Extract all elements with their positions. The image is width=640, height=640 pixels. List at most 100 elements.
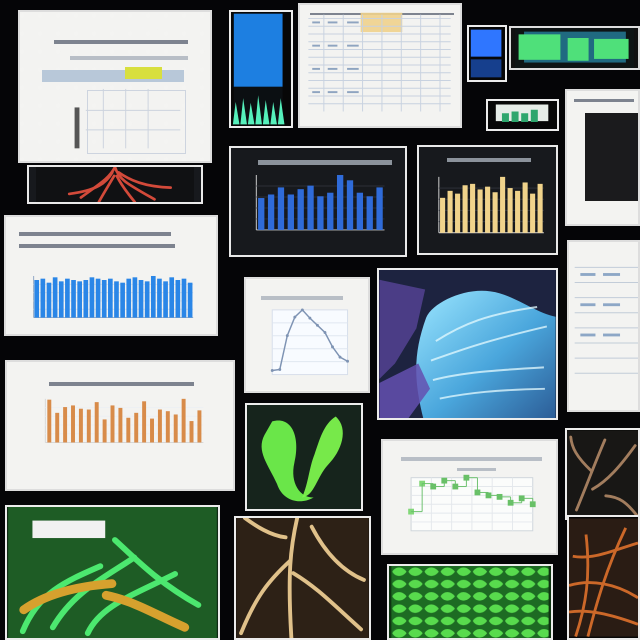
bottom-green-plant-svg: [8, 507, 217, 638]
orange-mesh-panel: [567, 515, 640, 640]
chart-title-line: [19, 232, 171, 236]
bar: [58, 281, 64, 318]
spreadsheet: [298, 3, 462, 128]
data-point: [285, 334, 289, 338]
top-right-thumbnails: [467, 25, 507, 82]
bar: [175, 280, 181, 318]
diagram-svg: [74, 88, 181, 149]
small-green-svg: [495, 104, 549, 122]
bar: [169, 277, 175, 318]
data-point: [270, 369, 274, 372]
bar: [366, 196, 373, 230]
bar: [71, 405, 75, 443]
bar: [470, 183, 476, 233]
diagram-yellow-block: [125, 67, 162, 79]
step-chart-card: [381, 439, 558, 555]
bar: [132, 277, 138, 318]
data-point: [419, 480, 426, 487]
right-strip-svg: [514, 28, 635, 68]
bar: [40, 278, 46, 318]
bar: [187, 282, 193, 318]
data-point: [338, 355, 342, 359]
bar: [142, 401, 147, 443]
bar: [455, 193, 461, 233]
bar: [356, 192, 364, 230]
leaf-veins: [430, 306, 548, 400]
orange-bar-chart: [5, 360, 235, 491]
large-blue-bar-chart: [4, 215, 218, 336]
green-tiles-svg: [391, 566, 549, 638]
green-tiles-panel: [387, 564, 553, 640]
bar: [126, 417, 131, 443]
bar: [492, 192, 498, 233]
diagram-subheading-line: [70, 56, 188, 60]
bar: [94, 402, 99, 443]
bar: [287, 194, 294, 230]
bar: [447, 190, 453, 233]
data-point: [346, 359, 349, 363]
bar: [78, 408, 83, 443]
bar: [336, 174, 344, 230]
chart-title-line: [261, 296, 343, 300]
data-point: [315, 323, 319, 327]
data-point: [323, 331, 327, 334]
red-roots-svg: [36, 167, 194, 202]
bar: [65, 278, 70, 318]
bar: [500, 176, 506, 233]
bar: [138, 280, 144, 318]
bar: [102, 419, 107, 443]
blue-bar-dark-chart: [229, 146, 407, 257]
green-plant-photo: [245, 403, 363, 511]
brown-roots-photo: [565, 428, 640, 520]
chart-title-line: [447, 158, 531, 162]
blue-leaf-shape: [416, 290, 556, 418]
orange-mesh-svg: [569, 518, 638, 638]
bar: [46, 282, 52, 318]
bar: [120, 282, 125, 318]
bar: [197, 410, 202, 443]
bar: [307, 185, 314, 230]
bottom-root-svg: [236, 518, 369, 638]
bar: [55, 412, 60, 443]
small-green-strip: [486, 99, 559, 131]
green-stripes: [518, 34, 629, 61]
bar: [277, 187, 285, 230]
bar: [181, 398, 186, 443]
data-point: [293, 315, 297, 319]
bar: [118, 407, 123, 443]
leaf-micrograph-svg: [379, 270, 556, 418]
green-fringe: [232, 95, 285, 125]
orange-bar-chart-svg: [44, 398, 204, 443]
data-point: [331, 345, 334, 349]
bar: [157, 409, 162, 443]
bar: [77, 281, 82, 318]
right-data-svg: [574, 266, 638, 374]
plot-area: [271, 309, 349, 376]
bar: [440, 197, 446, 233]
bar: [477, 189, 483, 233]
right-strip-thumbnail: [509, 26, 640, 70]
bar: [317, 196, 324, 230]
bar: [34, 280, 40, 318]
right-data-card: [567, 240, 640, 412]
bar: [157, 278, 162, 318]
large-blue-bar-chart-svg: [33, 275, 194, 319]
bar: [327, 192, 334, 230]
bar: [114, 281, 119, 318]
red-roots-photo: [27, 165, 203, 204]
chart-title-line: [49, 382, 194, 386]
bar: [150, 418, 154, 443]
bar: [507, 188, 513, 233]
step-chart-svg: [408, 474, 536, 532]
bar: [110, 405, 115, 443]
bottom-green-plant: [5, 505, 220, 640]
spreadsheet-svg: [308, 12, 451, 112]
blue-columns-photo: [229, 10, 293, 128]
gold-bar-dark-chart: [417, 145, 558, 255]
dark-window: [585, 113, 638, 201]
bar: [297, 189, 304, 230]
chart-subtitle-line: [19, 244, 175, 248]
bar: [462, 185, 468, 233]
leaf-micrograph: [377, 268, 558, 420]
